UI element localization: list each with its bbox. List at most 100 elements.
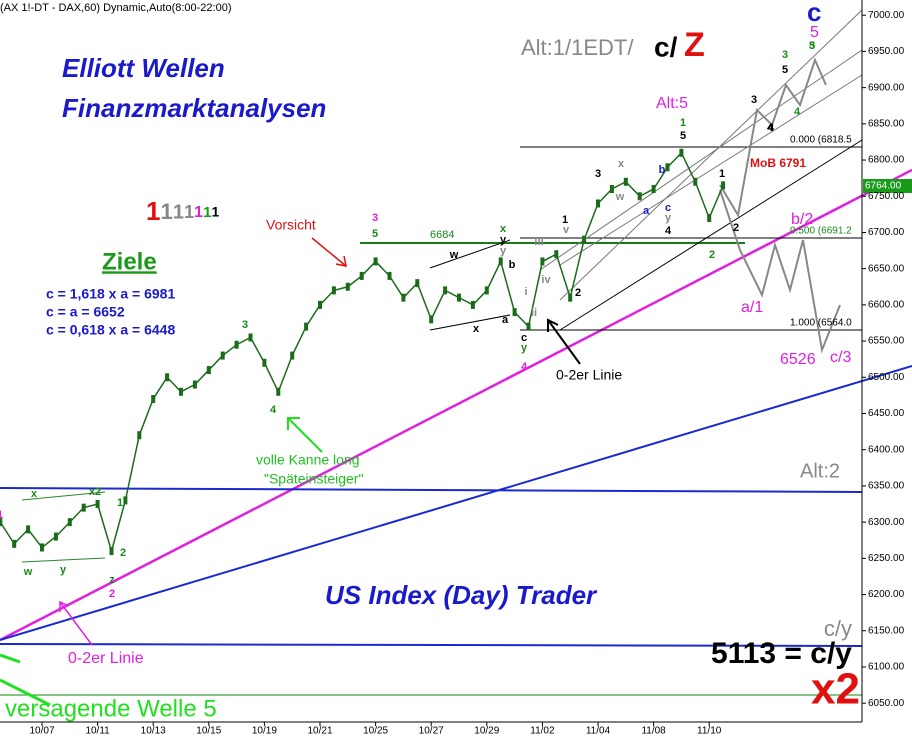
- annotation: Z: [684, 26, 705, 64]
- price-bar: [457, 293, 461, 302]
- arrow-head: [287, 417, 300, 430]
- price-tag: [863, 179, 912, 193]
- wave-label: 4: [521, 361, 528, 373]
- degree-label: 1: [203, 204, 211, 221]
- price-bar: [526, 322, 531, 331]
- price-bar: [693, 177, 698, 186]
- annotation: c/: [654, 31, 678, 62]
- title: Elliott Wellen: [62, 53, 225, 83]
- wave-label: x: [618, 158, 625, 170]
- trend-line: [0, 487, 863, 493]
- price-bar: [276, 387, 281, 396]
- y-tick-label: 6200.00: [868, 589, 905, 600]
- annotation: 0-2er Linie: [68, 650, 144, 667]
- price-bar: [359, 271, 364, 280]
- target: c = a = 6652: [46, 304, 125, 320]
- wave-label: 1: [562, 214, 568, 226]
- channel-line: [559, 9, 863, 301]
- projection: [719, 57, 827, 218]
- arrow: [0, 678, 51, 707]
- price-bar: [721, 181, 726, 190]
- wave-label: y: [521, 342, 528, 354]
- wave-label: 3: [372, 212, 378, 224]
- wave-label: a: [643, 205, 650, 217]
- x-tick-label: 10/21: [307, 726, 332, 737]
- price-bar: [109, 547, 114, 556]
- x-tick-label: 11/02: [530, 726, 555, 737]
- price-bar: [206, 366, 211, 375]
- price-bar: [179, 387, 183, 396]
- fib-label: 0.500 (6691.2: [790, 226, 852, 237]
- y-tick-label: 6150.00: [868, 625, 905, 636]
- wave-label: 1: [117, 497, 123, 509]
- wave-label: y: [60, 564, 67, 576]
- y-tick-label: 6250.00: [868, 553, 905, 564]
- annotation: volle Kanne long: [256, 452, 360, 468]
- wave-label: 3: [809, 40, 815, 52]
- y-tick-label: 6850.00: [868, 118, 905, 129]
- annotation: 5113 = c/y: [711, 637, 852, 670]
- price-bar: [290, 351, 295, 360]
- wave-label: 5: [782, 64, 788, 76]
- degree-label: 1: [146, 196, 160, 226]
- wave-label: x: [473, 323, 480, 335]
- y-tick-label: 6500.00: [868, 372, 905, 383]
- trend-line: [0, 365, 912, 641]
- wave-label: iii: [534, 236, 543, 248]
- price-bar: [12, 539, 17, 548]
- annotation: c: [807, 0, 821, 27]
- arrow: [59, 601, 93, 646]
- x-tick-label: 10/27: [419, 726, 444, 737]
- annotation: a/1: [741, 299, 763, 316]
- wave-label: 1: [0, 509, 3, 521]
- wave-label: 5: [372, 228, 378, 240]
- channel-line: [429, 239, 511, 269]
- wave-label: 5: [680, 130, 686, 142]
- wave-label: 2: [575, 287, 581, 299]
- price-bar: [554, 250, 559, 259]
- arrow-head: [59, 600, 70, 612]
- projection: [719, 189, 841, 354]
- arrow: [547, 319, 581, 365]
- wave-label: w: [449, 249, 459, 261]
- annotation: 6684: [430, 229, 454, 241]
- price-bar: [151, 395, 156, 404]
- y-tick-label: 6800.00: [868, 155, 905, 166]
- wave-label: 3: [751, 94, 757, 106]
- price-bar: [67, 518, 72, 527]
- y-tick-label: 6050.00: [868, 698, 905, 709]
- y-tick-label: 6700.00: [868, 227, 905, 238]
- wave-label: 3: [242, 319, 248, 331]
- y-tick-label: 6400.00: [868, 444, 905, 455]
- wave-label: 1: [719, 168, 725, 180]
- price-bar: [512, 308, 517, 317]
- price-bar: [665, 163, 670, 172]
- price-bar: [95, 500, 100, 509]
- price-bar: [331, 286, 336, 295]
- price-bar: [192, 380, 197, 389]
- price-bar: [637, 192, 642, 201]
- wave-label: y: [500, 234, 507, 246]
- price-bar: [679, 148, 684, 157]
- annotation: c/y: [824, 616, 852, 641]
- annotation: MoB 6791: [750, 156, 806, 170]
- x-tick-label: 11/10: [697, 726, 722, 737]
- channel-line: [559, 74, 863, 266]
- wave-label: 4: [768, 122, 775, 134]
- annotation: 5: [810, 24, 819, 41]
- price-bar: [53, 532, 58, 541]
- title: Finanzmarktanalysen: [62, 93, 326, 123]
- price-bar: [220, 351, 225, 360]
- arrow: [311, 237, 347, 267]
- price-bar: [165, 373, 170, 382]
- price-bar: [596, 199, 600, 208]
- annotation: Alt:1/1EDT/: [521, 35, 634, 60]
- price-bar: [318, 300, 322, 309]
- wave-label: i: [524, 286, 527, 298]
- annotation: c/3: [830, 349, 851, 366]
- price-label: 6764.00: [865, 181, 902, 192]
- y-tick-label: 6100.00: [868, 662, 905, 673]
- x-tick-label: 10/25: [363, 726, 388, 737]
